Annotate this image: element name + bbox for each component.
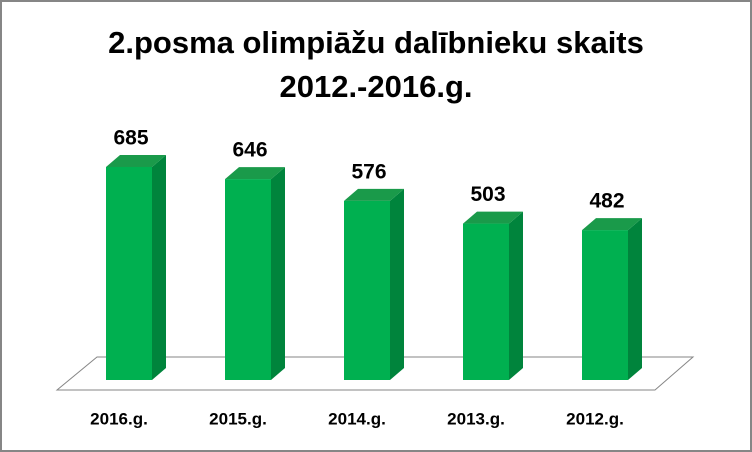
bar-top: [106, 154, 166, 167]
data-label: 646: [232, 139, 267, 162]
data-label: 482: [589, 190, 624, 213]
bar: [225, 179, 271, 380]
x-tick-label: 2014.g.: [328, 409, 386, 428]
bar-top: [344, 188, 404, 201]
data-label: 685: [113, 127, 148, 150]
x-tick-label: 2013.g.: [447, 409, 505, 428]
chart-title: 2.posma olimpiāžu dalībnieku skaits: [108, 25, 644, 60]
data-label: 576: [351, 160, 386, 183]
bar: [106, 166, 152, 380]
bar-top: [225, 167, 285, 180]
x-tick-label: 2016.g.: [90, 409, 148, 428]
bar: [582, 230, 628, 380]
bar-side: [271, 167, 285, 380]
bar: [463, 223, 509, 380]
bar-side: [390, 188, 404, 380]
chart-title: 2012.-2016.g.: [279, 69, 472, 104]
x-tick-label: 2015.g.: [209, 409, 267, 428]
bar-top: [463, 211, 523, 224]
bar-top: [582, 218, 642, 231]
bar-side: [628, 218, 642, 380]
bar: [344, 200, 390, 380]
bar-side: [152, 154, 166, 380]
bar-side: [509, 211, 523, 380]
x-tick-label: 2012.g.: [566, 409, 624, 428]
data-label: 503: [470, 183, 505, 206]
